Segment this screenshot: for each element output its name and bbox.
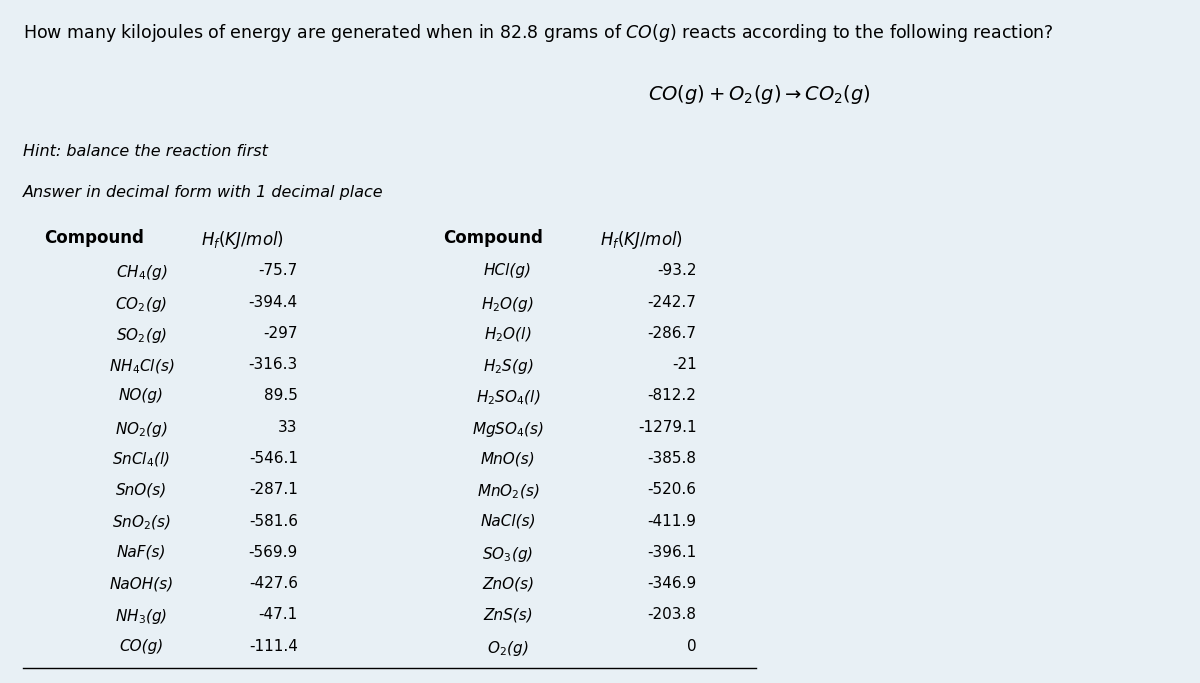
- Text: NO$_2$(g): NO$_2$(g): [115, 420, 168, 438]
- Text: -546.1: -546.1: [248, 451, 298, 466]
- Text: SnO(s): SnO(s): [116, 482, 167, 497]
- Text: -203.8: -203.8: [648, 607, 696, 622]
- Text: CH$_4$(g): CH$_4$(g): [115, 263, 167, 282]
- Text: -1279.1: -1279.1: [638, 420, 696, 434]
- Text: -316.3: -316.3: [248, 357, 298, 372]
- Text: 0: 0: [686, 639, 696, 654]
- Text: NH$_3$(g): NH$_3$(g): [115, 607, 168, 626]
- Text: -242.7: -242.7: [648, 294, 696, 309]
- Text: Compound: Compound: [443, 229, 544, 247]
- Text: -287.1: -287.1: [248, 482, 298, 497]
- Text: -385.8: -385.8: [648, 451, 696, 466]
- Text: -520.6: -520.6: [648, 482, 696, 497]
- Text: -21: -21: [672, 357, 696, 372]
- Text: CO$_2$(g): CO$_2$(g): [115, 294, 168, 313]
- Text: Compound: Compound: [44, 229, 144, 247]
- Text: CO(g): CO(g): [119, 639, 163, 654]
- Text: ZnS(s): ZnS(s): [484, 607, 533, 622]
- Text: -297: -297: [263, 326, 298, 341]
- Text: -47.1: -47.1: [258, 607, 298, 622]
- Text: -581.6: -581.6: [248, 514, 298, 529]
- Text: SO$_2$(g): SO$_2$(g): [116, 326, 167, 345]
- Text: MgSO$_4$(s): MgSO$_4$(s): [472, 420, 544, 438]
- Text: $H_f(KJ/mol)$: $H_f(KJ/mol)$: [600, 229, 683, 251]
- Text: $H_f(KJ/mol)$: $H_f(KJ/mol)$: [200, 229, 284, 251]
- Text: SnO$_2$(s): SnO$_2$(s): [112, 514, 172, 532]
- Text: NH$_4$Cl(s): NH$_4$Cl(s): [109, 357, 174, 376]
- Text: -93.2: -93.2: [658, 263, 696, 278]
- Text: 33: 33: [278, 420, 298, 434]
- Text: 89.5: 89.5: [264, 389, 298, 404]
- Text: O$_2$(g): O$_2$(g): [487, 639, 529, 658]
- Text: ZnO(s): ZnO(s): [482, 576, 534, 591]
- Text: MnO(s): MnO(s): [480, 451, 535, 466]
- Text: -286.7: -286.7: [648, 326, 696, 341]
- Text: NaCl(s): NaCl(s): [480, 514, 535, 529]
- Text: -396.1: -396.1: [647, 545, 696, 560]
- Text: How many kilojoules of energy are generated when in 82.8 grams of $\mathit{CO}(g: How many kilojoules of energy are genera…: [23, 22, 1054, 44]
- Text: H$_2$O(g): H$_2$O(g): [481, 294, 534, 313]
- Text: SO$_3$(g): SO$_3$(g): [482, 545, 534, 564]
- Text: -411.9: -411.9: [648, 514, 696, 529]
- Text: NO(g): NO(g): [119, 389, 164, 404]
- Text: Hint: balance the reaction first: Hint: balance the reaction first: [23, 144, 268, 159]
- Text: NaOH(s): NaOH(s): [109, 576, 174, 591]
- Text: -569.9: -569.9: [248, 545, 298, 560]
- Text: H$_2$O(l): H$_2$O(l): [485, 326, 532, 344]
- Text: -111.4: -111.4: [248, 639, 298, 654]
- Text: -346.9: -346.9: [647, 576, 696, 591]
- Text: MnO$_2$(s): MnO$_2$(s): [476, 482, 539, 501]
- Text: -427.6: -427.6: [248, 576, 298, 591]
- Text: -812.2: -812.2: [648, 389, 696, 404]
- Text: $CO(g) + O_2(g) \rightarrow CO_2(g)$: $CO(g) + O_2(g) \rightarrow CO_2(g)$: [648, 83, 871, 106]
- Text: SnCl$_4$(l): SnCl$_4$(l): [113, 451, 170, 469]
- Text: H$_2$S(g): H$_2$S(g): [482, 357, 533, 376]
- Text: H$_2$SO$_4$(l): H$_2$SO$_4$(l): [475, 389, 540, 407]
- Text: -75.7: -75.7: [258, 263, 298, 278]
- Text: NaF(s): NaF(s): [116, 545, 167, 560]
- Text: -394.4: -394.4: [248, 294, 298, 309]
- Text: HCl(g): HCl(g): [484, 263, 532, 278]
- Text: Answer in decimal form with 1 decimal place: Answer in decimal form with 1 decimal pl…: [23, 185, 384, 200]
